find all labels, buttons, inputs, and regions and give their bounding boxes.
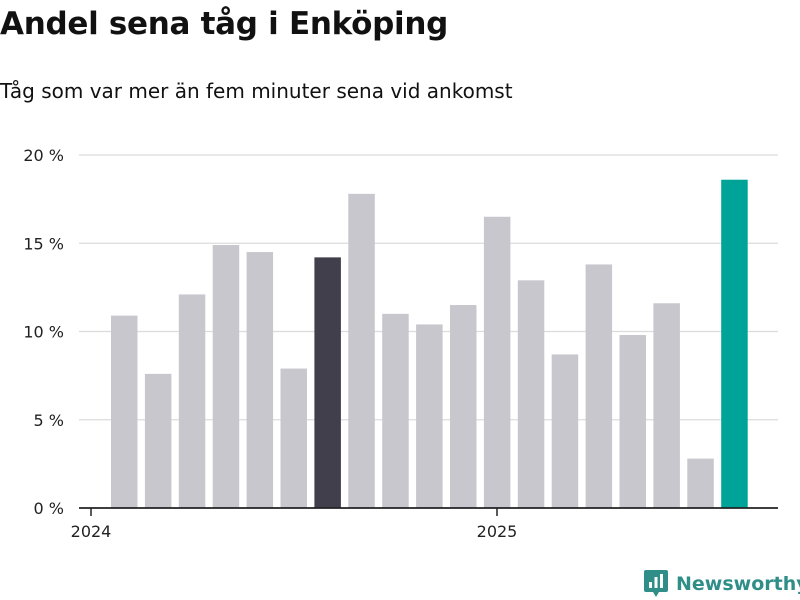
bar (144, 373, 172, 508)
x-tick-label: 2024 (71, 522, 112, 541)
bar (483, 216, 511, 508)
bar (280, 368, 307, 508)
logo-text: Newsworthy (676, 572, 800, 595)
bar-chart: 0 % 5 % 10 % 15 % 20 % 2024 2025 (23, 146, 778, 541)
bar (382, 313, 409, 508)
bar (416, 324, 443, 508)
y-tick-label: 5 % (34, 411, 64, 430)
newsworthy-chart-icon (644, 570, 668, 597)
bar (585, 264, 613, 508)
newsworthy-logo: Newsworthy (643, 569, 800, 598)
bar (212, 245, 240, 508)
bar (178, 294, 206, 508)
y-tick-label: 10 % (23, 323, 64, 342)
bar (551, 354, 579, 508)
y-tick-label: 0 % (34, 499, 64, 518)
chart-title: Andel sena tåg i Enköping (0, 6, 448, 42)
y-tick-label: 15 % (23, 234, 64, 253)
bar (450, 305, 477, 508)
bar (687, 458, 714, 508)
bar (721, 179, 748, 508)
bar (517, 280, 545, 508)
y-tick-label: 20 % (23, 146, 64, 165)
chart-subtitle: Tåg som var mer än fem minuter sena vid … (0, 79, 513, 103)
bar (111, 315, 138, 508)
bar (246, 252, 274, 508)
bar (314, 257, 341, 508)
bar (348, 193, 375, 508)
bar (619, 335, 646, 508)
x-tick-label: 2025 (477, 522, 518, 541)
bar (653, 303, 680, 508)
